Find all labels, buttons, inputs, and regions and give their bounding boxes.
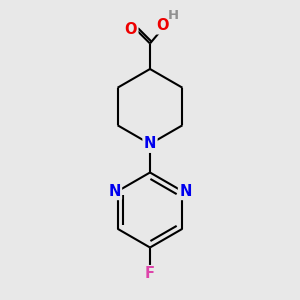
Text: N: N <box>179 184 192 199</box>
Text: H: H <box>167 10 178 22</box>
Text: N: N <box>108 184 121 199</box>
Text: F: F <box>145 266 155 281</box>
Text: O: O <box>124 22 137 37</box>
Text: N: N <box>144 136 156 152</box>
Text: O: O <box>156 18 169 33</box>
